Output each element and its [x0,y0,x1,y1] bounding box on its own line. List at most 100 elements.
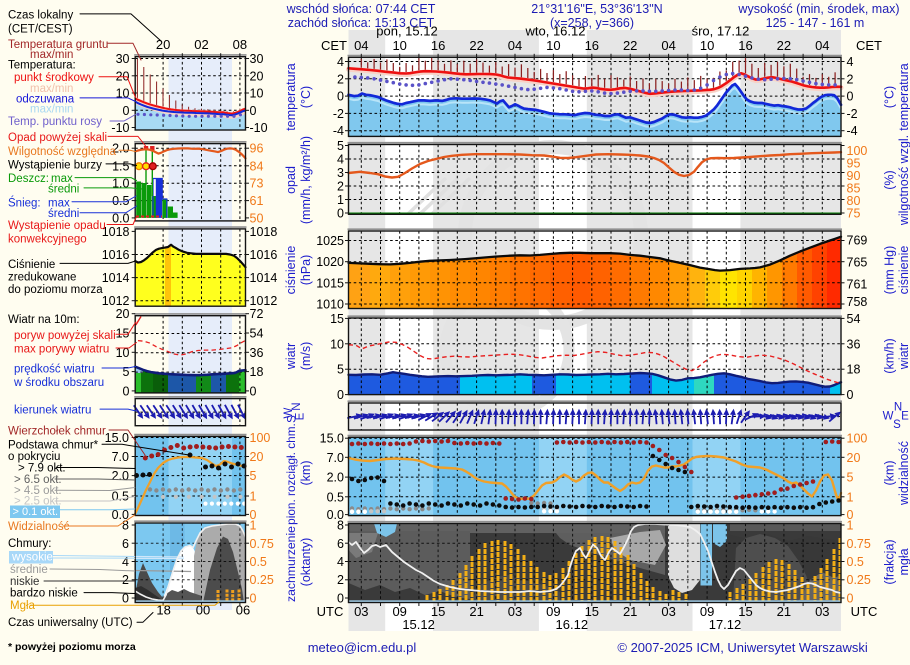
svg-text:1018: 1018 [250,225,278,239]
svg-text:21°31'16"E, 53°36'13"N: 21°31'16"E, 53°36'13"N [531,2,662,16]
svg-text:(x=258, y=366): (x=258, y=366) [550,16,634,30]
svg-text:1: 1 [847,519,854,533]
svg-text:2: 2 [337,573,344,587]
svg-text:0: 0 [250,592,257,606]
svg-text:wysokie: wysokie [11,552,53,564]
svg-text:15: 15 [330,312,344,326]
svg-text:50: 50 [250,211,264,225]
svg-text:pion. rozciągł. chm.: pion. rozciągł. chm. [284,423,298,525]
svg-text:S: S [287,415,299,423]
svg-text:© 2007-2025 ICM, Uniwersytet W: © 2007-2025 ICM, Uniwersytet Warszawski [617,640,868,655]
svg-text:konwekcyjnego: konwekcyjnego [8,234,87,246]
svg-text:17.12: 17.12 [709,617,742,632]
svg-text:wilgotność wzgl.: wilgotność wzgl. [897,135,910,226]
svg-text:1015: 1015 [316,276,344,290]
svg-text:ciśnienie: ciśnienie [284,246,298,295]
svg-text:3: 3 [337,166,344,180]
svg-text:śro, 17.12: śro, 17.12 [692,24,750,39]
svg-text:zachód słońca: 15:13 CET: zachód słońca: 15:13 CET [288,16,435,30]
svg-text:1012: 1012 [250,294,278,308]
svg-text:> 0.1 okt.: > 0.1 okt. [13,506,59,518]
svg-text:Wiatr na 10m:: Wiatr na 10m: [8,314,80,326]
svg-text:niskie: niskie [10,576,39,588]
svg-text:wiatr: wiatr [284,343,298,370]
svg-text:2: 2 [847,72,854,86]
svg-text:1016: 1016 [102,248,130,262]
svg-text:-4: -4 [847,124,858,138]
svg-text:10: 10 [546,38,560,53]
svg-text:4: 4 [337,55,344,69]
svg-text:20: 20 [116,307,130,321]
svg-text:o pokryciu: o pokryciu [8,451,60,463]
svg-text:1: 1 [250,519,257,533]
svg-text:0.75: 0.75 [250,537,274,551]
svg-text:(hPa): (hPa) [299,255,313,286]
svg-text:Opad powyżej skali: Opad powyżej skali [8,132,107,144]
svg-text:5: 5 [337,139,344,153]
svg-text:prędkość wiatru: prędkość wiatru [14,364,95,376]
svg-text:10: 10 [700,38,714,53]
svg-text:30: 30 [250,52,264,66]
svg-text:widzialność: widzialność [897,441,910,506]
svg-text:100: 100 [847,432,868,446]
svg-text:Wystąpienie opadu: Wystąpienie opadu [8,220,106,232]
svg-text:0.25: 0.25 [847,573,871,587]
svg-text:1014: 1014 [102,271,130,285]
svg-text:(°C): (°C) [883,86,897,108]
svg-text:03: 03 [815,604,829,619]
svg-text:1018: 1018 [102,225,130,239]
svg-text:4: 4 [122,555,129,569]
svg-text:temperatura: temperatura [897,63,910,130]
svg-text:61: 61 [250,194,264,208]
svg-text:54: 54 [250,327,264,341]
svg-text:Czas lokalny: Czas lokalny [8,9,73,21]
svg-text:UTC: UTC [851,604,878,619]
svg-text:16: 16 [738,38,752,53]
svg-text:Wierzchołek chmur: Wierzchołek chmur [8,426,106,438]
svg-text:(km/h): (km/h) [883,338,897,373]
svg-text:opad: opad [284,166,298,194]
svg-text:30: 30 [116,52,130,66]
svg-text:Temperatura:: Temperatura: [8,59,76,71]
svg-text:1014: 1014 [250,271,278,285]
svg-text:5: 5 [337,363,344,377]
svg-text:mgła: mgła [897,548,910,575]
svg-text:1016: 1016 [250,248,278,262]
svg-text:20: 20 [156,37,170,52]
svg-text:zredukowane: zredukowane [8,272,76,284]
svg-text:16: 16 [585,38,599,53]
svg-text:0.5: 0.5 [112,490,129,504]
svg-text:0.5: 0.5 [847,555,864,569]
svg-text:03: 03 [661,604,675,619]
svg-text:max porywy wiatru: max porywy wiatru [14,344,109,356]
svg-text:(oktanty): (oktanty) [299,538,313,587]
svg-text:2.0: 2.0 [112,469,129,483]
svg-text:1.5: 1.5 [112,159,129,173]
svg-text:-10: -10 [250,121,268,135]
svg-text:> 6.5 okt.: > 6.5 okt. [14,474,62,486]
svg-text:(km): (km) [883,461,897,486]
svg-text:temperatura: temperatura [284,63,298,130]
svg-text:765: 765 [847,256,868,270]
svg-text:5: 5 [123,365,130,379]
svg-text:1: 1 [847,490,854,504]
svg-text:Widzialność: Widzialność [8,521,70,533]
svg-text:6: 6 [122,537,129,551]
svg-text:72: 72 [250,307,264,321]
svg-text:21: 21 [469,604,483,619]
svg-text:CET: CET [856,38,882,53]
svg-text:18: 18 [250,365,264,379]
svg-text:54: 54 [847,312,861,326]
svg-text:1012: 1012 [102,294,130,308]
svg-text:08: 08 [233,37,247,52]
svg-text:w środku obszaru: w środku obszaru [13,377,104,389]
svg-text:8: 8 [337,519,344,533]
svg-text:4: 4 [337,153,344,167]
svg-text:1: 1 [337,193,344,207]
svg-text:(m/s): (m/s) [299,342,313,370]
svg-text:03: 03 [354,604,368,619]
svg-text:do poziomu morza: do poziomu morza [8,284,103,296]
svg-text:758: 758 [847,295,868,309]
svg-text:0.0: 0.0 [112,211,129,225]
svg-text:(km): (km) [299,461,313,486]
